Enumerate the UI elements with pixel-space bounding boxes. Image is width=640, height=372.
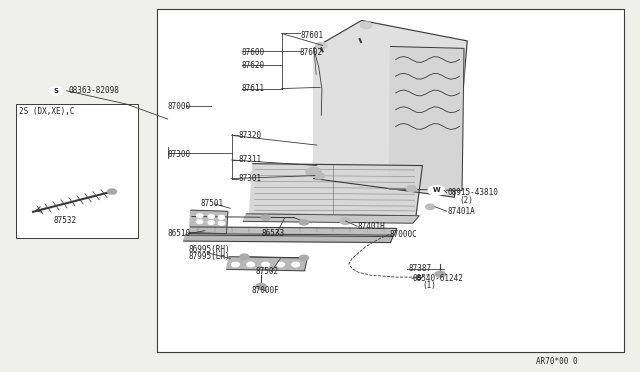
- Circle shape: [306, 167, 321, 176]
- Circle shape: [232, 262, 239, 267]
- Text: 08540-61242: 08540-61242: [413, 274, 463, 283]
- Text: 87300: 87300: [168, 150, 191, 159]
- Text: 87600: 87600: [242, 48, 265, 57]
- Circle shape: [261, 215, 270, 220]
- Text: AR70*00 0: AR70*00 0: [536, 357, 578, 366]
- Text: 87301: 87301: [238, 174, 261, 183]
- Circle shape: [49, 87, 63, 95]
- Circle shape: [292, 262, 300, 267]
- Text: 87532: 87532: [54, 216, 77, 225]
- Text: 2S (DX,XE),C: 2S (DX,XE),C: [19, 107, 75, 116]
- Polygon shape: [243, 214, 419, 223]
- Text: 86533: 86533: [261, 229, 284, 238]
- Circle shape: [316, 42, 327, 49]
- Polygon shape: [389, 46, 464, 190]
- Text: 87602: 87602: [300, 48, 323, 57]
- Text: 87502: 87502: [256, 267, 279, 276]
- Text: S: S: [54, 88, 59, 94]
- Text: 87611: 87611: [242, 84, 265, 93]
- Circle shape: [277, 262, 284, 267]
- Text: (1): (1): [422, 281, 436, 290]
- Circle shape: [256, 283, 266, 289]
- Text: 87000F: 87000F: [252, 286, 279, 295]
- Text: 08915-43810: 08915-43810: [448, 188, 499, 197]
- Polygon shape: [314, 20, 467, 197]
- Circle shape: [196, 220, 203, 224]
- Circle shape: [340, 218, 351, 224]
- Text: 87387: 87387: [408, 264, 431, 273]
- Circle shape: [300, 255, 308, 260]
- Text: 87401A: 87401A: [448, 207, 476, 216]
- Text: 87995(LH): 87995(LH): [189, 252, 230, 261]
- Text: 87601: 87601: [301, 31, 324, 40]
- Circle shape: [218, 221, 225, 225]
- Circle shape: [240, 254, 249, 259]
- Text: 86510: 86510: [168, 229, 191, 238]
- Circle shape: [300, 220, 308, 225]
- Circle shape: [218, 215, 225, 219]
- Circle shape: [360, 22, 372, 29]
- Circle shape: [108, 189, 116, 194]
- Circle shape: [435, 271, 445, 277]
- Text: 87401H: 87401H: [357, 222, 385, 231]
- Circle shape: [314, 173, 324, 179]
- Circle shape: [208, 221, 214, 224]
- Polygon shape: [250, 164, 422, 216]
- Text: 87000: 87000: [168, 102, 191, 110]
- Text: 87501: 87501: [201, 199, 224, 208]
- Polygon shape: [189, 210, 228, 234]
- Polygon shape: [189, 227, 397, 235]
- Circle shape: [196, 214, 203, 218]
- Circle shape: [262, 262, 269, 267]
- Circle shape: [412, 274, 426, 282]
- Text: (2): (2): [459, 196, 473, 205]
- Circle shape: [428, 186, 445, 195]
- Circle shape: [426, 204, 435, 209]
- Text: 87311: 87311: [238, 155, 261, 164]
- Circle shape: [208, 215, 214, 218]
- Text: 87620: 87620: [242, 61, 265, 70]
- Circle shape: [406, 186, 417, 192]
- Text: W: W: [433, 187, 440, 193]
- Text: 87000C: 87000C: [389, 230, 417, 239]
- Text: 87320: 87320: [238, 131, 261, 140]
- Text: S: S: [417, 275, 422, 281]
- Text: 86995(RH): 86995(RH): [189, 245, 230, 254]
- Text: 08363-82098: 08363-82098: [68, 86, 119, 94]
- Bar: [16, 104, 138, 238]
- Polygon shape: [184, 235, 393, 243]
- Bar: [157, 9, 624, 352]
- Circle shape: [247, 262, 255, 267]
- Polygon shape: [227, 257, 307, 271]
